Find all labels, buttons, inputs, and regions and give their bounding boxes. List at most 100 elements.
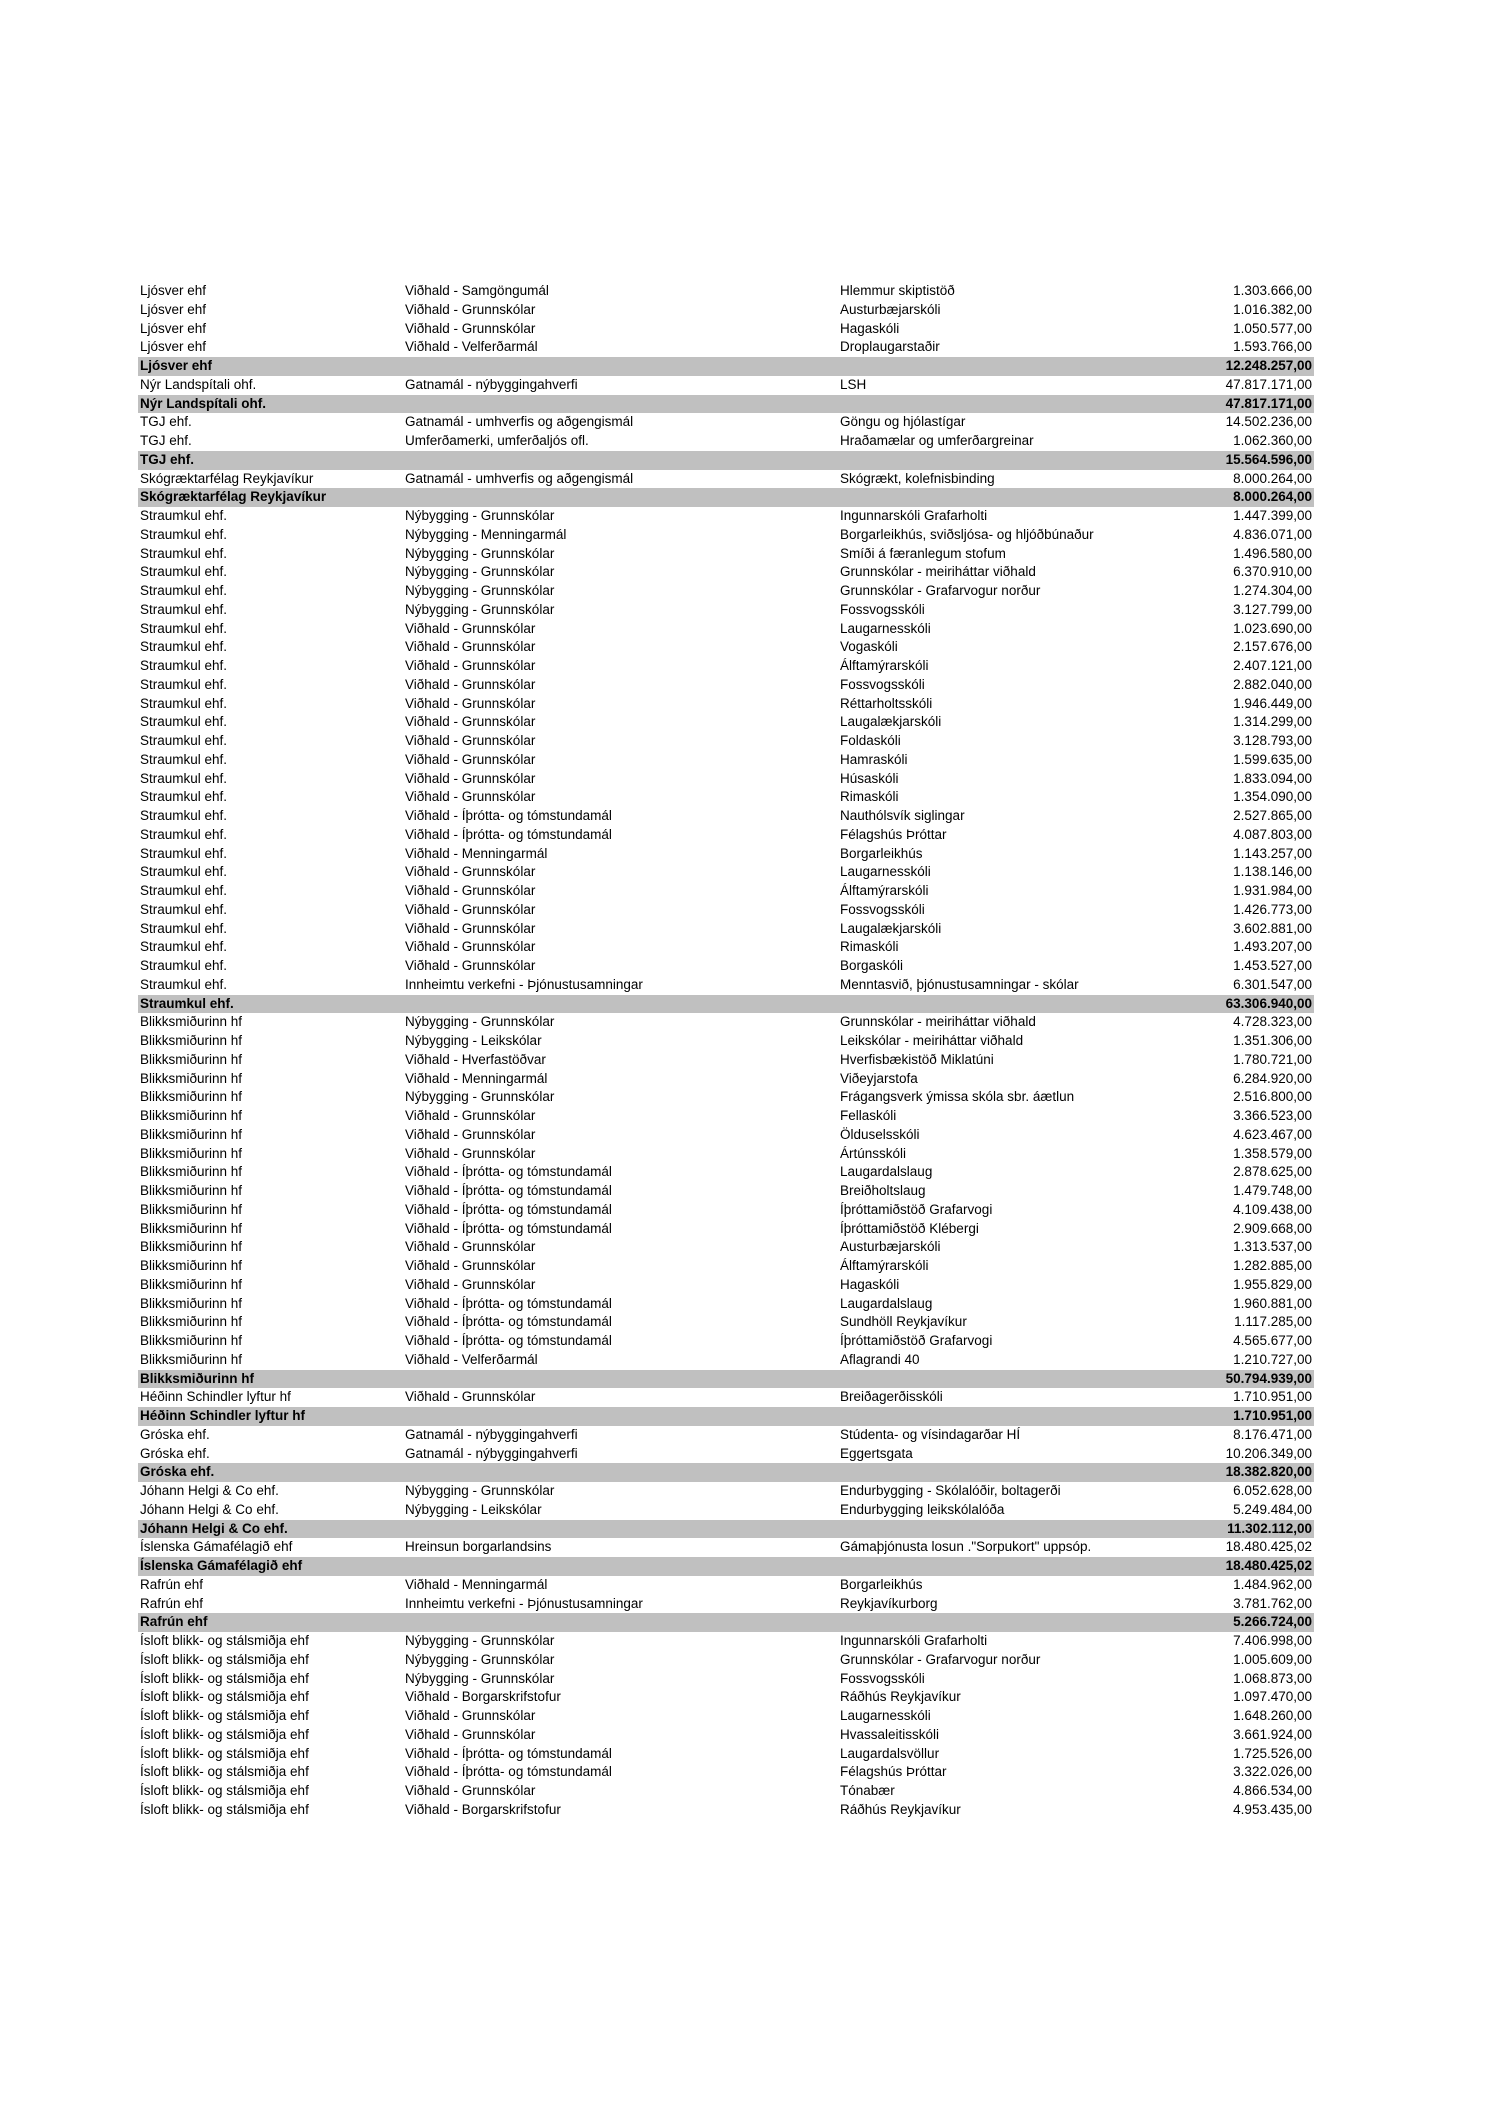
vendor-cell: Blikksmiðurinn hf (140, 1258, 243, 1273)
vendor-cell: Straumkul ehf. (140, 658, 228, 673)
project-cell: Gámaþjónusta losun ."Sorpukort" uppsóp. (840, 1539, 1092, 1555)
amount-cell: 3.602.881,00 (1233, 920, 1312, 936)
amount-cell: 4.623.467,00 (1233, 1126, 1312, 1142)
table-row: Straumkul ehf. Viðhald - Íþrótta- og tóms… (138, 807, 1314, 826)
vendor-cell: Gróska ehf. (140, 1426, 210, 1442)
category-cell: Nýbygging - Grunnskólar (405, 1483, 555, 1498)
vendor-cell: Blikksmiðurinn hf (140, 1033, 243, 1048)
category-cell: Viðhald - Grunnskólar (405, 864, 536, 880)
table-row: Straumkul ehf. Viðhald - Menningarmál Borg… (138, 845, 1314, 864)
table-row: Straumkul ehf. Viðhald - Grunnskólar Hamra… (138, 751, 1314, 770)
project-cell: Frágangsverk ýmissa skóla sbr. áætlun (840, 1089, 1075, 1105)
amount-cell: 2.407.121,00 (1233, 658, 1312, 673)
vendor-cell: TGJ ehf. (140, 433, 192, 448)
vendor-cell: Straumkul ehf. (140, 751, 228, 767)
table-row: Ísloft blikk- og stálsmiðja ehf Viðhald -… (138, 1801, 1314, 1820)
category-cell: Gatnamál - nýbyggingahverfi (405, 1426, 578, 1442)
amount-cell: 4.836.071,00 (1233, 526, 1312, 542)
table-row: Rafrún ehf Innheimtu verkefni - Þjónustus… (138, 1595, 1314, 1614)
category-cell: Gatnamál - nýbyggingahverfi (405, 1445, 578, 1461)
category-cell: Viðhald - Borgarskrifstofur (405, 1801, 561, 1817)
vendor-cell: Straumkul ehf. (140, 508, 228, 523)
amount-cell: 1.493.207,00 (1233, 939, 1312, 955)
table-row: Ísloft blikk- og stálsmiðja ehf Nýbygging… (138, 1632, 1314, 1651)
vendor-cell: Blikksmiðurinn hf (140, 1051, 243, 1067)
project-cell: Laugalækjarskóli (840, 920, 942, 936)
category-cell: Viðhald - Grunnskólar (405, 320, 536, 336)
vendor-cell: Ísloft blikk- og stálsmiðja ehf (140, 1726, 309, 1742)
vendor-cell: Blikksmiðurinn hf (140, 1351, 243, 1367)
subtotal-label: Blikksmiðurinn hf (140, 1370, 255, 1386)
category-cell: Nýbygging - Leikskólar (405, 1501, 542, 1517)
project-cell: Grunnskólar - Grafarvogur norður (840, 1651, 1041, 1667)
table-row: Blikksmiðurinn hf Viðhald - Íþrótta- og t… (138, 1163, 1314, 1182)
vendor-cell: Straumkul ehf. (140, 676, 228, 692)
amount-cell: 2.527.865,00 (1233, 808, 1312, 823)
project-cell: Laugarnesskóli (840, 1708, 931, 1723)
vendor-cell: Straumkul ehf. (140, 564, 228, 580)
table-row: Skógræktarfélag Reykjavíkur Gatnamál - um… (138, 470, 1314, 489)
subtotal-label: Íslenska Gámafélagið ehf (140, 1558, 303, 1573)
vendor-cell: Skógræktarfélag Reykjavíkur (140, 470, 314, 486)
project-cell: Álftamýrarskóli (840, 658, 929, 673)
project-cell: Leikskólar - meiriháttar viðhald (840, 1033, 1024, 1048)
amount-cell: 6.284.920,00 (1233, 1070, 1312, 1086)
vendor-cell: Blikksmiðurinn hf (140, 1333, 243, 1348)
category-cell: Viðhald - Íþrótta- og tómstundamál (405, 1745, 612, 1761)
table-row: Blikksmiðurinn hf Viðhald - Hverfastöðvar… (138, 1051, 1314, 1070)
vendor-cell: Héðinn Schindler lyftur hf (140, 1389, 291, 1405)
table-row: Straumkul ehf. Viðhald - Grunnskólar Folda… (138, 732, 1314, 751)
project-cell: Breiðholtslaug (840, 1183, 926, 1198)
table-row: Blikksmiðurinn hf Viðhald - Grunnskólar Fe… (138, 1107, 1314, 1126)
category-cell: Viðhald - Grunnskólar (405, 301, 536, 317)
table-row: TGJ ehf. Umferðamerki, umferðaljós ofl. Hr… (138, 432, 1314, 451)
project-cell: Droplaugarstaðir (840, 339, 940, 355)
project-cell: Hamraskóli (840, 751, 908, 767)
table-row: Ísloft blikk- og stálsmiðja ehf Viðhald -… (138, 1782, 1314, 1801)
table-row: Straumkul ehf. Nýbygging - Grunnskólar Gru… (138, 582, 1314, 601)
amount-cell: 1.358.579,00 (1233, 1145, 1312, 1161)
vendor-cell: Rafrún ehf (140, 1576, 204, 1592)
subtotal-row: Íslenska Gámafélagið ehf 18.480.425,02 (138, 1557, 1314, 1576)
table-row: Blikksmiðurinn hf Viðhald - Menningarmál V… (138, 1070, 1314, 1089)
vendor-cell: Jóhann Helgi & Co ehf. (140, 1501, 279, 1517)
vendor-cell: Straumkul ehf. (140, 958, 228, 973)
amount-cell: 1.931.984,00 (1233, 883, 1312, 898)
amount-cell: 1.479.748,00 (1233, 1183, 1312, 1198)
project-cell: Austurbæjarskóli (840, 1239, 941, 1255)
subtotal-label: Ljósver ehf (140, 358, 213, 373)
category-cell: Viðhald - Grunnskólar (405, 770, 536, 786)
table-row: Jóhann Helgi & Co ehf. Nýbygging - Leiksk… (138, 1501, 1314, 1520)
subtotal-row: Gróska ehf. 18.382.820,00 (138, 1463, 1314, 1482)
vendor-cell: Ísloft blikk- og stálsmiðja ehf (140, 1689, 309, 1705)
amount-cell: 18.480.425,02 (1225, 1539, 1312, 1555)
table-row: Ísloft blikk- og stálsmiðja ehf Nýbygging… (138, 1670, 1314, 1689)
project-cell: Íþróttamiðstöð Grafarvogi (840, 1333, 993, 1348)
project-cell: Laugarnesskóli (840, 620, 931, 636)
vendor-cell: Straumkul ehf. (140, 883, 228, 898)
category-cell: Gatnamál - umhverfis og aðgengismál (405, 414, 634, 430)
category-cell: Nýbygging - Menningarmál (405, 526, 567, 542)
amount-cell: 3.127.799,00 (1233, 601, 1312, 617)
category-cell: Viðhald - Íþrótta- og tómstundamál (405, 808, 612, 823)
amount-cell: 3.128.793,00 (1233, 733, 1312, 748)
category-cell: Nýbygging - Grunnskólar (405, 564, 555, 580)
vendor-cell: Straumkul ehf. (140, 976, 228, 992)
amount-cell: 6.370.910,00 (1233, 564, 1312, 580)
table-row: Ísloft blikk- og stálsmiðja ehf Viðhald -… (138, 1707, 1314, 1726)
amount-cell: 3.781.762,00 (1233, 1595, 1312, 1611)
amount-cell: 2.878.625,00 (1233, 1164, 1312, 1180)
project-cell: Laugarnesskóli (840, 864, 931, 880)
project-cell: Laugalækjarskóli (840, 714, 942, 730)
category-cell: Viðhald - Grunnskólar (405, 714, 536, 730)
project-cell: Stúdenta- og vísindagarðar HÍ (840, 1426, 1021, 1442)
amount-cell: 1.314.299,00 (1233, 714, 1312, 730)
amount-cell: 1.023.690,00 (1233, 620, 1312, 636)
vendor-cell: Ísloft blikk- og stálsmiðja ehf (140, 1783, 309, 1798)
category-cell: Viðhald - Grunnskólar (405, 1783, 536, 1798)
project-cell: Hverfisbækistöð Miklatúni (840, 1051, 994, 1067)
table-row: Rafrún ehf Viðhald - Menningarmál Borgarle… (138, 1576, 1314, 1595)
subtotal-label: Straumkul ehf. (140, 995, 234, 1011)
vendor-cell: Rafrún ehf (140, 1595, 204, 1611)
project-cell: Grunnskólar - meiriháttar viðhald (840, 1014, 1036, 1030)
